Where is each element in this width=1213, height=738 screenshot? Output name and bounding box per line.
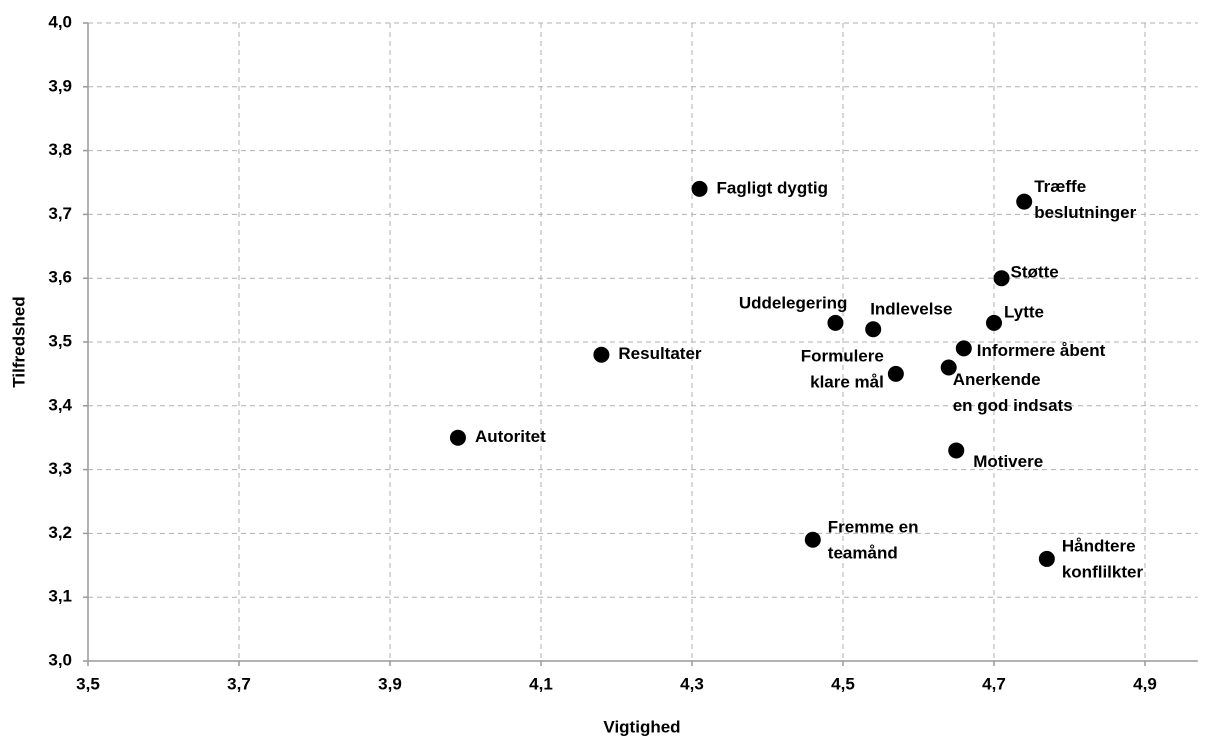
point-label: Støtte bbox=[1011, 263, 1059, 282]
point bbox=[940, 359, 957, 376]
point bbox=[449, 429, 466, 446]
y-tick-label: 3,9 bbox=[48, 76, 72, 95]
point-label: Uddelegering bbox=[739, 293, 848, 312]
y-tick-label: 3,3 bbox=[48, 459, 72, 478]
point bbox=[1038, 550, 1055, 567]
x-tick-label: 4,9 bbox=[1133, 674, 1157, 693]
point-label: Resultater bbox=[618, 344, 702, 363]
point bbox=[887, 365, 904, 382]
y-tick-label: 3,5 bbox=[48, 331, 72, 350]
point-label: en god indsats bbox=[953, 396, 1073, 415]
y-axis-label: Tilfredshed bbox=[9, 296, 28, 387]
x-tick-label: 4,5 bbox=[831, 674, 855, 693]
point bbox=[955, 340, 972, 357]
x-tick-label: 4,1 bbox=[529, 674, 553, 693]
point-label: Fremme en bbox=[828, 517, 919, 536]
point bbox=[993, 270, 1010, 287]
x-tick-label: 3,5 bbox=[76, 674, 100, 693]
point-label: Motivere bbox=[973, 452, 1043, 471]
y-tick-label: 3,4 bbox=[48, 395, 72, 414]
point bbox=[1016, 193, 1033, 210]
point-label: Træffe bbox=[1034, 177, 1086, 196]
x-tick-label: 3,7 bbox=[227, 674, 251, 693]
x-tick-label: 4,7 bbox=[982, 674, 1006, 693]
point-label: Autoritet bbox=[475, 427, 546, 446]
point bbox=[804, 531, 821, 548]
x-tick-label: 3,9 bbox=[378, 674, 402, 693]
y-tick-label: 3,2 bbox=[48, 523, 72, 542]
point-label: Anerkende bbox=[953, 370, 1041, 389]
point bbox=[986, 314, 1002, 331]
y-tick-label: 3,1 bbox=[48, 587, 72, 606]
y-tick-label: 3,7 bbox=[48, 204, 72, 223]
point-label: klare mål bbox=[810, 372, 884, 391]
point bbox=[827, 314, 844, 331]
y-tick-label: 3,8 bbox=[48, 140, 72, 159]
point bbox=[691, 180, 708, 197]
point-label: Formulere bbox=[801, 346, 884, 365]
x-axis-label: Vigtighed bbox=[603, 717, 680, 736]
y-tick-label: 4,0 bbox=[48, 12, 72, 31]
point bbox=[593, 346, 610, 363]
x-tick-label: 4,3 bbox=[680, 674, 704, 693]
point-label: beslutninger bbox=[1034, 203, 1136, 222]
point-label: Fagligt dygtig bbox=[717, 178, 828, 197]
point-label: teamånd bbox=[828, 543, 898, 562]
point bbox=[865, 321, 882, 338]
point-label: Informere åbent bbox=[977, 341, 1106, 360]
point-label: Indlevelse bbox=[870, 300, 952, 319]
y-tick-label: 3,0 bbox=[48, 650, 72, 669]
point-label: konflilkter bbox=[1062, 562, 1144, 581]
y-tick-label: 3,6 bbox=[48, 268, 72, 287]
point-label: Lytte bbox=[1004, 302, 1044, 321]
point-label: Håndtere bbox=[1062, 536, 1136, 555]
point bbox=[948, 442, 965, 459]
